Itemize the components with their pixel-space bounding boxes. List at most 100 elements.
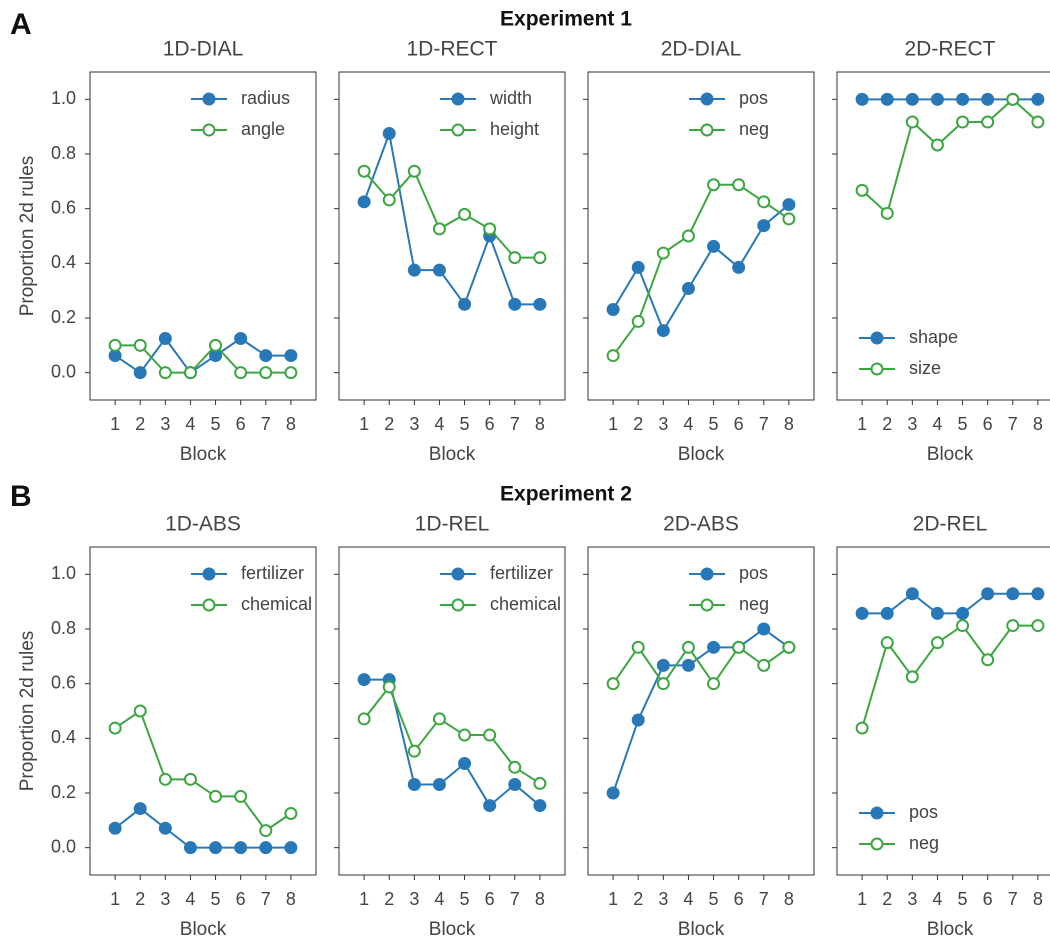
marker [483, 799, 497, 813]
marker [981, 92, 995, 106]
panel-title: 2D-REL [913, 513, 988, 536]
marker [855, 183, 869, 197]
marker [234, 332, 248, 345]
legend-label: fertilizer [241, 563, 304, 583]
legend-label: neg [739, 119, 769, 139]
y-tick-label: 1.0 [51, 88, 76, 108]
marker [606, 786, 620, 800]
y-tick-label: 0.6 [51, 672, 76, 692]
x-tick-label: 4 [434, 889, 444, 909]
plot-frame [587, 546, 815, 876]
marker [284, 807, 298, 820]
marker [606, 349, 620, 363]
panel-title: 2D-ABS [663, 513, 739, 536]
y-tick-label: 0.8 [51, 618, 76, 638]
marker [732, 178, 746, 192]
x-tick-label: 3 [160, 414, 170, 434]
legend-marker [202, 92, 216, 106]
marker [905, 92, 919, 106]
section-letter: A [10, 8, 32, 41]
x-tick-label: 5 [460, 889, 470, 909]
marker [259, 841, 273, 855]
marker [234, 789, 248, 803]
x-tick-label: 5 [709, 414, 719, 434]
series-line [363, 169, 540, 259]
marker [981, 653, 995, 667]
marker [631, 314, 645, 328]
marker [681, 640, 695, 654]
x-tick-label: 3 [409, 414, 419, 434]
legend-marker [870, 362, 884, 376]
marker [707, 640, 721, 654]
x-tick-label: 5 [211, 889, 221, 909]
marker [108, 821, 122, 835]
marker [757, 622, 771, 636]
legend-label: neg [909, 833, 939, 853]
marker [133, 338, 147, 352]
marker [259, 349, 273, 363]
x-tick-label: 1 [857, 889, 867, 909]
marker [905, 670, 919, 684]
marker [158, 772, 172, 786]
series-line [861, 624, 1038, 729]
x-tick-label: 5 [460, 414, 470, 434]
marker [458, 297, 472, 311]
marker [930, 636, 944, 650]
legend-label: shape [909, 327, 958, 347]
panel-title: 1D-REL [415, 513, 490, 536]
legend-marker [870, 837, 884, 851]
marker [209, 338, 223, 352]
panel-title: 1D-DIAL [163, 38, 244, 61]
marker [284, 841, 298, 855]
marker [656, 246, 670, 260]
x-tick-label: 2 [633, 414, 643, 434]
marker [508, 760, 522, 774]
marker [259, 366, 273, 380]
marker [432, 712, 446, 726]
marker [930, 606, 944, 620]
marker [1006, 92, 1020, 106]
marker [956, 92, 970, 106]
y-tick-label: 0.4 [51, 727, 76, 747]
panel-title: 2D-DIAL [661, 38, 742, 61]
marker [483, 728, 497, 742]
y-tick-label: 1.0 [51, 563, 76, 583]
y-tick-label: 0.4 [51, 252, 76, 272]
marker [707, 239, 721, 253]
x-tick-label: 7 [261, 414, 271, 434]
section-title: Experiment 2 [500, 483, 632, 506]
x-axis-label: Block [678, 919, 725, 940]
marker [631, 640, 645, 654]
marker [432, 222, 446, 236]
marker [1006, 619, 1020, 633]
marker [382, 127, 396, 140]
marker [981, 587, 995, 601]
legend-label: radius [241, 88, 290, 108]
x-tick-label: 2 [633, 889, 643, 909]
marker [905, 587, 919, 601]
legend-label: pos [739, 563, 768, 583]
x-tick-label: 1 [608, 889, 618, 909]
marker [905, 115, 919, 129]
marker [108, 338, 122, 352]
panel-title: 2D-RECT [904, 38, 995, 61]
marker [855, 721, 869, 735]
marker [458, 756, 472, 770]
x-tick-label: 4 [185, 414, 195, 434]
marker [458, 207, 472, 221]
x-tick-label: 7 [759, 414, 769, 434]
marker [606, 303, 620, 317]
marker [681, 658, 695, 672]
series-line [612, 203, 790, 333]
x-tick-label: 1 [359, 889, 369, 909]
plot-frame [89, 546, 317, 876]
x-tick-label: 5 [958, 414, 968, 434]
series-line [861, 97, 1039, 216]
marker [183, 366, 197, 380]
panel-title: 1D-ABS [165, 513, 241, 536]
marker [259, 824, 273, 838]
marker [631, 713, 645, 727]
marker [357, 195, 371, 209]
x-tick-label: 6 [236, 414, 246, 434]
legend-marker [700, 598, 714, 612]
